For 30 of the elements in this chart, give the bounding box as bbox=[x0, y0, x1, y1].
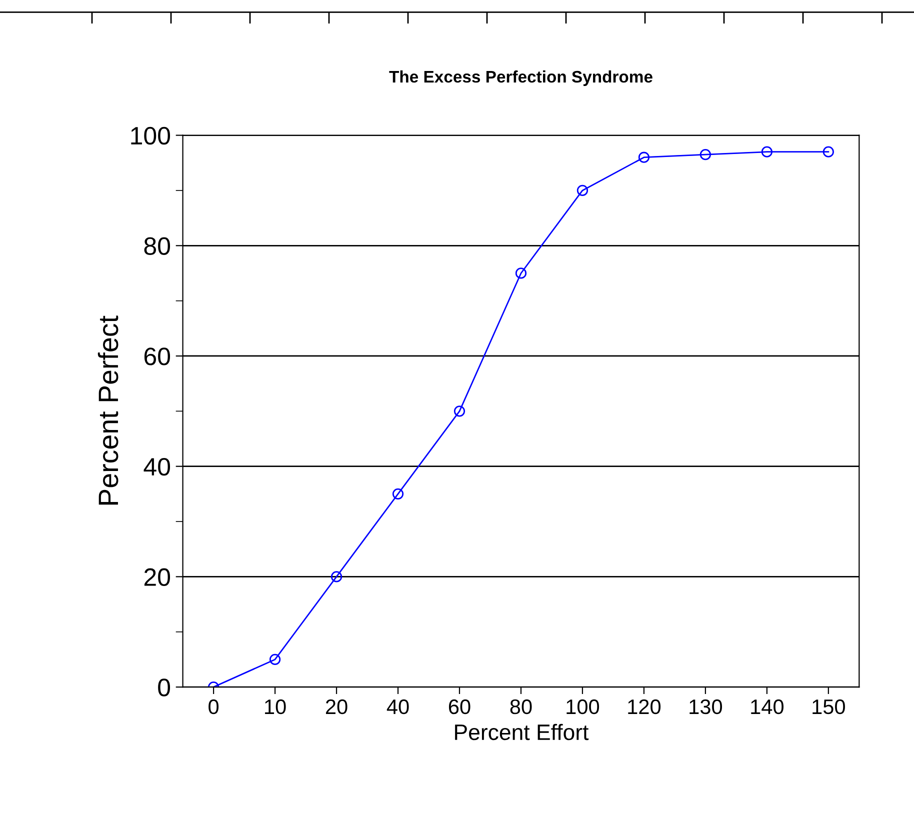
chart-title: The Excess Perfection Syndrome bbox=[389, 70, 652, 86]
y-tick-label: 80 bbox=[144, 237, 170, 255]
point bbox=[515, 268, 527, 279]
x-tick-label: 60 bbox=[448, 699, 470, 714]
point bbox=[454, 406, 466, 417]
y-tick-label: 40 bbox=[144, 458, 170, 476]
y-axis-title: Percent Perfect bbox=[98, 316, 118, 505]
x-tick-label: 80 bbox=[510, 699, 532, 714]
y-tick-label: 100 bbox=[131, 126, 170, 145]
x-tick-label: 20 bbox=[326, 699, 348, 714]
point bbox=[576, 184, 588, 196]
x-tick-label: 130 bbox=[690, 699, 722, 714]
x-tick-label: 150 bbox=[812, 699, 845, 714]
y-tick-label: 60 bbox=[144, 348, 170, 366]
x-tick-label: 100 bbox=[566, 699, 600, 714]
point bbox=[700, 149, 711, 160]
point bbox=[269, 654, 281, 666]
x-tick-label: 10 bbox=[265, 699, 286, 714]
y-tick-label: 20 bbox=[144, 568, 170, 586]
point bbox=[330, 571, 342, 582]
x-tick-label: 120 bbox=[628, 699, 661, 714]
x-tick-label: 140 bbox=[751, 699, 784, 714]
point bbox=[392, 488, 404, 500]
x-tick-label: 0 bbox=[208, 699, 219, 714]
x-axis-title: Percent Effort bbox=[455, 724, 589, 740]
y-tick-label: 0 bbox=[158, 678, 170, 696]
point bbox=[822, 146, 834, 158]
point bbox=[761, 146, 772, 158]
point bbox=[638, 152, 650, 163]
x-tick-label: 40 bbox=[386, 699, 409, 714]
